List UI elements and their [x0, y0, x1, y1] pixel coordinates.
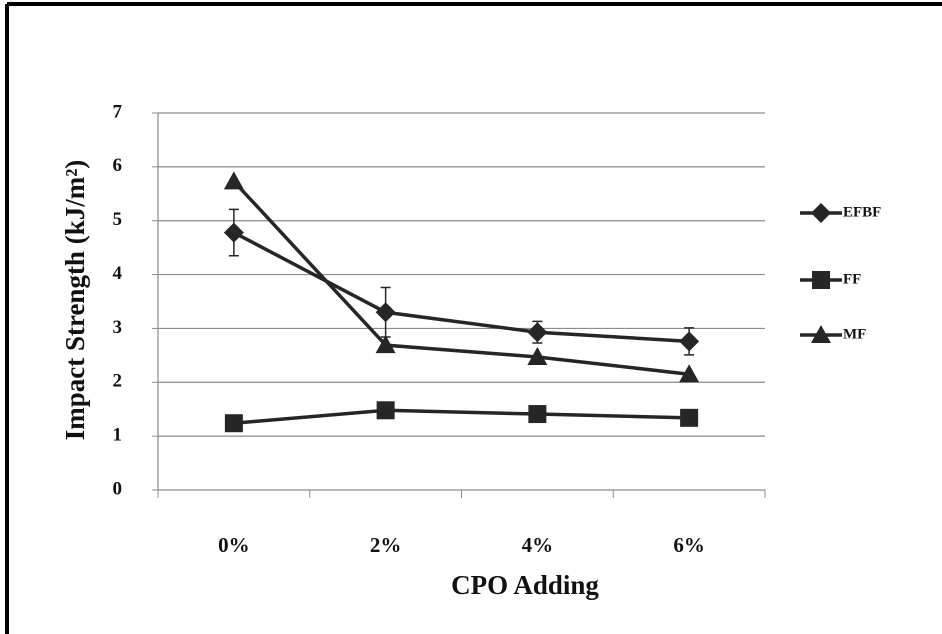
marker [223, 222, 244, 243]
x-axis-label: CPO Adding [451, 570, 599, 600]
series-line [233, 408, 690, 425]
y-tick-label: 6 [113, 155, 123, 176]
x-tick-label: 0% [218, 533, 250, 557]
marker [528, 405, 547, 424]
marker [812, 271, 830, 289]
x-tick-label: 2% [370, 533, 402, 557]
y-tick-label: 2 [113, 371, 123, 392]
legend-label: EFBF [843, 204, 881, 220]
marker [375, 335, 396, 354]
legend-label: FF [843, 271, 861, 287]
marker [811, 325, 831, 343]
marker [376, 401, 395, 420]
marker [223, 171, 244, 190]
x-tick-label: 6% [673, 533, 705, 557]
y-tick-label: 7 [113, 101, 123, 122]
y-tick-label: 1 [113, 425, 123, 446]
y-tick-label: 5 [113, 209, 123, 230]
marker [527, 346, 548, 365]
y-tick-label: 4 [113, 263, 123, 284]
y-axis-label: Impact Strength (kJ/m²) [60, 160, 90, 441]
marker [679, 364, 700, 383]
legend-label: MF [843, 326, 866, 342]
series-line [233, 231, 690, 344]
marker [375, 302, 396, 323]
marker [811, 203, 831, 223]
marker [224, 414, 243, 433]
series-line [232, 180, 690, 376]
x-tick-label: 4% [522, 533, 554, 557]
y-tick-label: 3 [113, 317, 123, 338]
marker [527, 322, 548, 343]
y-tick-label: 0 [113, 478, 123, 499]
marker [680, 408, 699, 427]
marker [679, 331, 700, 352]
